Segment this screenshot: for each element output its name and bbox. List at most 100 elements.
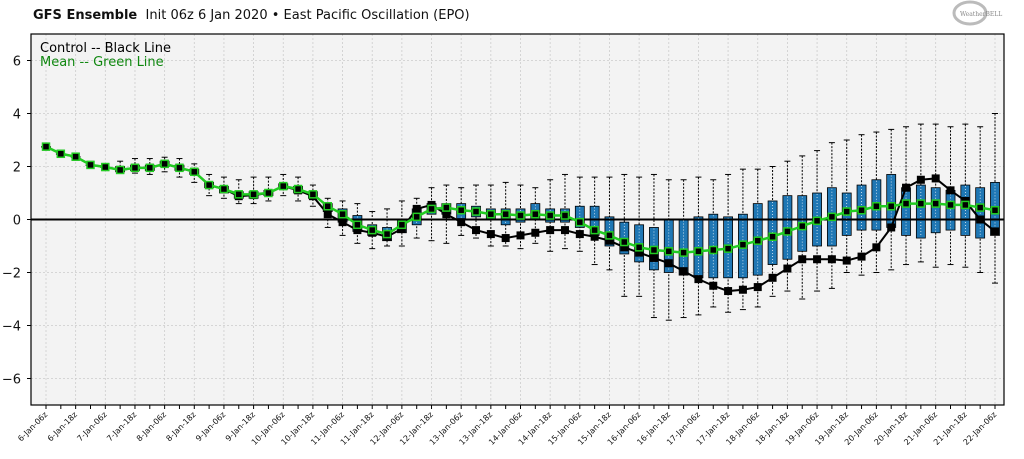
- mean-point: [219, 184, 229, 194]
- mean-point: [190, 167, 199, 177]
- mean-point: [471, 207, 481, 216]
- mean-point: [634, 243, 644, 252]
- control-point: [338, 218, 347, 227]
- mean-point: [857, 205, 866, 215]
- mean-point: [575, 217, 585, 227]
- control-point: [605, 236, 614, 245]
- chart-title: GFS Ensemble Init 06z 6 Jan 2020 • East …: [33, 8, 470, 23]
- y-tick-label: −2: [2, 267, 21, 282]
- box: [678, 219, 689, 276]
- control-point: [753, 283, 762, 292]
- mean-point: [41, 142, 51, 151]
- control-point: [768, 273, 777, 282]
- mean-point: [382, 229, 392, 239]
- mean-point: [753, 236, 762, 245]
- line-series: [41, 142, 1000, 296]
- control-point: [412, 204, 421, 213]
- legend-control: Control -- Black Line: [40, 41, 171, 56]
- y-tick-label: −6: [2, 373, 21, 388]
- mean-point: [961, 200, 970, 210]
- mean-point: [886, 202, 896, 211]
- control-point: [709, 281, 718, 290]
- mean-point: [738, 240, 748, 249]
- control-point: [724, 287, 733, 296]
- box: [915, 184, 926, 239]
- control-point: [649, 253, 658, 262]
- mean-point: [975, 203, 985, 212]
- chart-title-model: GFS Ensemble: [33, 8, 138, 23]
- logo-swirl-icon: [952, 0, 988, 26]
- mean-point: [204, 180, 214, 190]
- mean-point: [827, 212, 837, 222]
- mean-point: [353, 220, 362, 230]
- mean-point: [367, 225, 377, 235]
- control-point: [872, 243, 881, 252]
- mean-point: [694, 247, 703, 256]
- mean-point: [427, 204, 436, 214]
- control-point: [783, 264, 792, 273]
- mean-point: [71, 152, 80, 161]
- control-point: [457, 218, 466, 227]
- control-point: [902, 183, 911, 192]
- mean-point: [901, 199, 911, 208]
- control-point: [946, 186, 955, 195]
- mean-point: [115, 165, 125, 175]
- legend-mean: Mean -- Green Line: [40, 55, 164, 70]
- x-tick-label: 9-Jan-06z: [194, 410, 227, 443]
- control-point: [486, 230, 495, 239]
- control-point: [857, 252, 866, 261]
- mean-point: [768, 232, 777, 241]
- mean-point: [293, 184, 303, 194]
- mean-point: [531, 209, 540, 219]
- control-point: [620, 243, 629, 252]
- mean-point: [709, 245, 718, 255]
- mean-point: [679, 248, 688, 257]
- control-point: [323, 210, 332, 219]
- x-tick-label: 8-Jan-06z: [135, 410, 168, 443]
- mean-point: [560, 211, 570, 220]
- mean-point: [916, 199, 926, 208]
- control-point: [501, 234, 510, 243]
- mean-point: [442, 203, 451, 212]
- logo-text: WeatherBELL: [960, 11, 1002, 18]
- mean-point: [649, 245, 659, 255]
- control-point: [664, 259, 673, 268]
- mean-point: [842, 207, 851, 216]
- mean-point: [812, 216, 822, 226]
- y-tick-label: 6: [13, 55, 21, 70]
- control-point: [442, 210, 451, 219]
- mean-point: [101, 162, 110, 172]
- control-point: [531, 228, 540, 237]
- control-point: [813, 255, 822, 264]
- mean-point: [797, 221, 807, 231]
- mean-point: [338, 209, 347, 219]
- mean-point: [234, 190, 244, 199]
- mean-point: [872, 202, 881, 211]
- y-tick-label: 0: [13, 214, 21, 229]
- mean-point: [56, 149, 66, 159]
- mean-point: [160, 159, 169, 169]
- mean-point: [516, 211, 525, 220]
- mean-point: [605, 231, 614, 240]
- mean-point: [145, 163, 155, 173]
- mean-point: [486, 209, 496, 219]
- mean-point: [323, 202, 332, 211]
- mean-point: [456, 205, 466, 215]
- mean-point: [264, 188, 273, 198]
- mean-point: [249, 190, 258, 199]
- control-point: [976, 215, 985, 224]
- control-point: [991, 227, 999, 236]
- mean-point: [308, 190, 318, 199]
- control-point: [472, 226, 481, 235]
- y-tick-label: 4: [13, 108, 21, 123]
- mean-point: [397, 220, 407, 230]
- weatherbell-logo: WeatherBELL: [952, 0, 1002, 26]
- y-axis: −6 −4 −2 0 2 4 6: [2, 55, 31, 388]
- mean-point: [783, 227, 792, 236]
- control-point: [679, 267, 688, 276]
- mean-point: [175, 163, 184, 173]
- x-tick-label: 7-Jan-18z: [105, 410, 138, 443]
- control-point: [694, 275, 703, 284]
- control-point: [827, 255, 836, 264]
